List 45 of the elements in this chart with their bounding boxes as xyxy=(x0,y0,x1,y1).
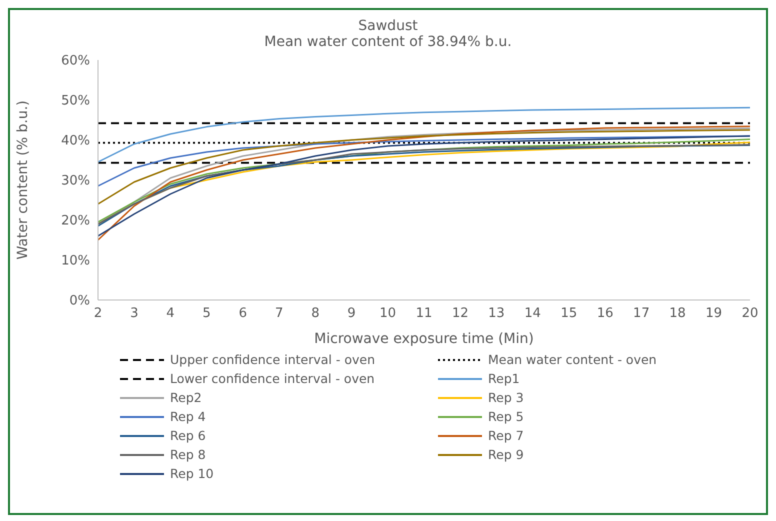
x-tick-label: 16 xyxy=(596,306,614,322)
y-tick-label: 0% xyxy=(69,294,90,309)
legend-label: Rep 7 xyxy=(488,427,524,445)
legend-label: Rep 3 xyxy=(488,389,524,407)
x-tick-label: 6 xyxy=(238,306,248,322)
y-tick-label: 60% xyxy=(61,54,90,69)
legend-label: Lower confidence interval - oven xyxy=(170,370,375,388)
x-tick-label: 7 xyxy=(274,306,284,322)
x-tick-label: 12 xyxy=(452,306,468,322)
x-tick-label: 18 xyxy=(669,306,686,322)
x-tick-label: 15 xyxy=(560,306,578,322)
legend-label: Rep 6 xyxy=(170,427,206,445)
y-tick-label: 30% xyxy=(61,174,90,189)
legend-label: Rep 10 xyxy=(170,465,214,483)
x-tick-label: 10 xyxy=(380,306,396,322)
legend-label: Rep 5 xyxy=(488,408,524,426)
legend-label: Mean water content - oven xyxy=(488,351,657,369)
y-tick-label: 50% xyxy=(61,94,90,109)
chart-subtitle: Mean water content of 38.94% b.u. xyxy=(263,34,513,50)
y-tick-label: 40% xyxy=(61,134,90,149)
y-axis-title: Water content (% b.u.) xyxy=(14,100,31,260)
x-tick-label: 5 xyxy=(202,306,211,322)
x-tick-label: 13 xyxy=(488,306,505,322)
legend-label: Rep2 xyxy=(170,389,202,407)
legend-label: Rep1 xyxy=(488,370,520,388)
legend-label: Upper confidence interval - oven xyxy=(170,351,375,369)
x-tick-label: 8 xyxy=(311,306,320,322)
legend-label: Rep 9 xyxy=(488,446,524,464)
chart-title: Sawdust xyxy=(357,18,419,34)
x-tick-label: 4 xyxy=(166,306,175,322)
x-tick-label: 11 xyxy=(416,306,432,322)
x-axis-title: Microwave exposure time (Min) xyxy=(314,331,534,347)
y-tick-label: 10% xyxy=(61,254,90,269)
line-series xyxy=(97,106,751,163)
line-series xyxy=(97,129,751,205)
y-tick-label: 20% xyxy=(61,214,90,229)
legend-label: Rep 4 xyxy=(170,408,206,426)
x-tick-label: 2 xyxy=(94,306,102,322)
legend-label: Rep 8 xyxy=(170,446,206,464)
x-tick-label: 14 xyxy=(524,306,541,322)
x-tick-label: 9 xyxy=(347,306,356,322)
x-tick-label: 17 xyxy=(633,306,650,322)
x-tick-label: 19 xyxy=(706,306,722,322)
x-tick-label: 20 xyxy=(742,306,758,322)
x-tick-label: 3 xyxy=(130,306,138,322)
